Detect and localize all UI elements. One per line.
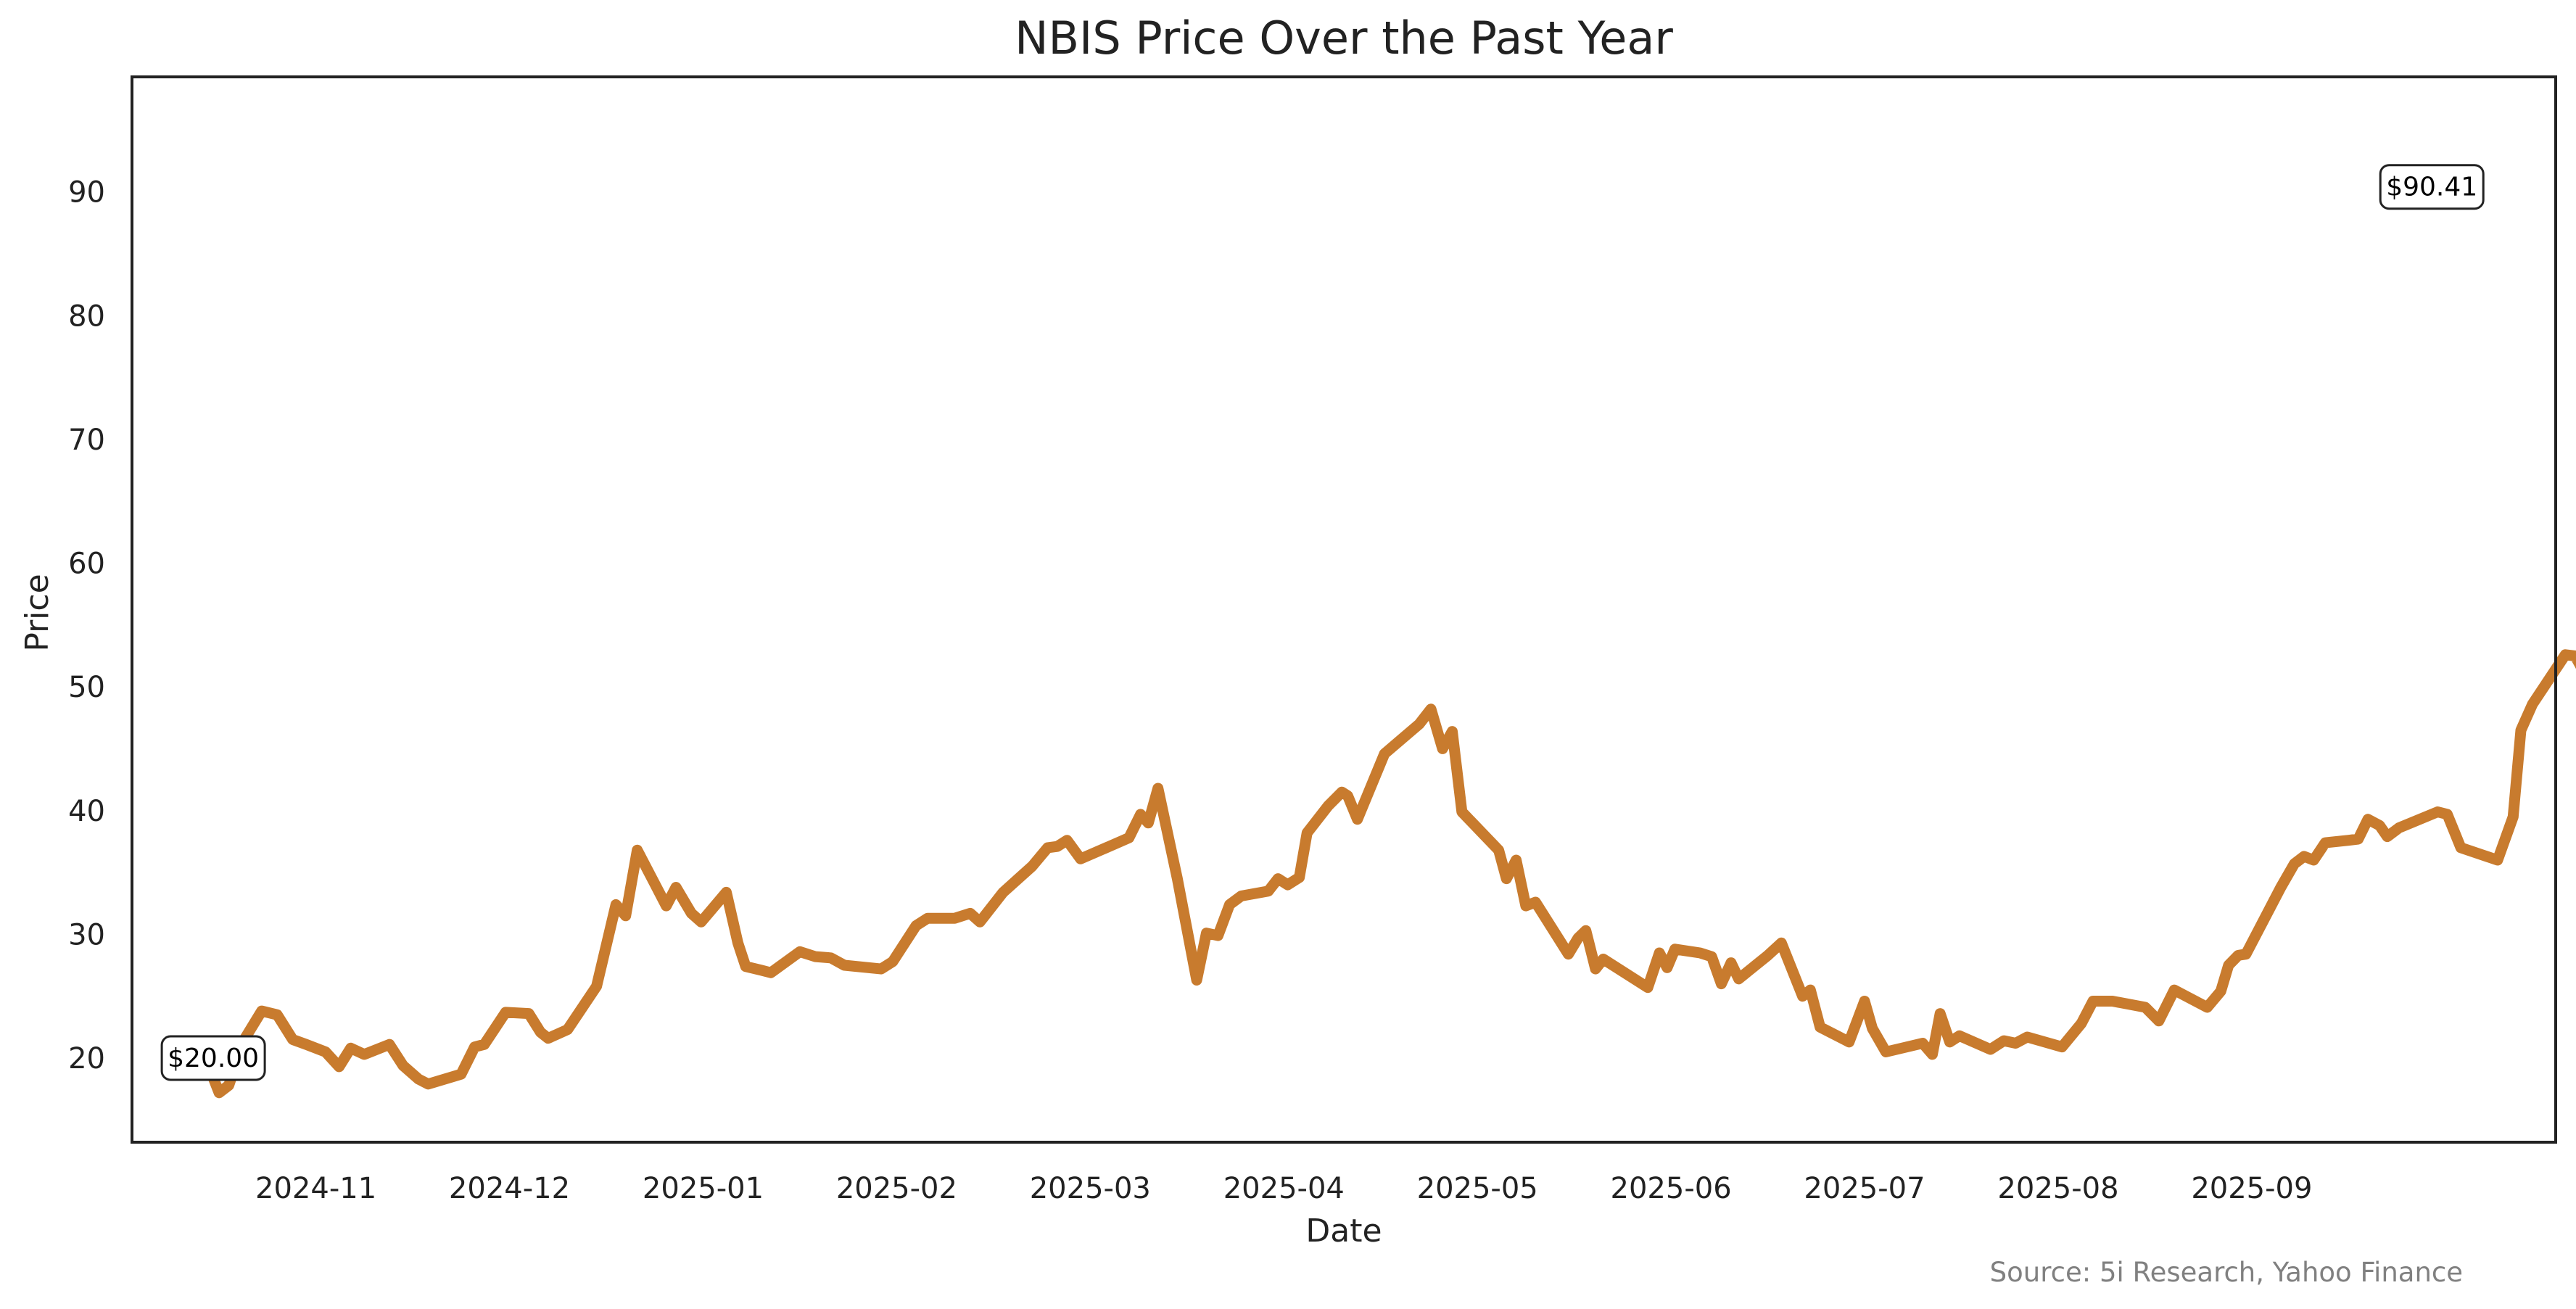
x-tick-label: 2025-07 xyxy=(1804,1172,1925,1205)
y-tick-label: 40 xyxy=(68,795,105,828)
y-tick-label: 80 xyxy=(68,300,105,333)
x-axis-label: Date xyxy=(1305,1213,1382,1250)
y-tick-label: 60 xyxy=(68,548,105,581)
annotation-label: $20.00 xyxy=(168,1044,259,1073)
price-annotation: $90.41 xyxy=(2379,164,2485,210)
source-note: Source: 5i Research, Yahoo Finance xyxy=(1990,1257,2463,1288)
y-axis-ticks: 20 30 40 50 60 70 80 90 xyxy=(68,176,105,1075)
x-tick-label: 2025-02 xyxy=(836,1172,957,1205)
y-tick-label: 50 xyxy=(68,671,105,704)
x-tick-label: 2024-12 xyxy=(449,1172,570,1205)
annotation-box xyxy=(2379,164,2485,210)
y-tick-label: 30 xyxy=(68,918,105,951)
x-tick-label: 2024-11 xyxy=(255,1172,376,1205)
x-tick-label: 2025-04 xyxy=(1223,1172,1345,1205)
x-tick-label: 2025-03 xyxy=(1030,1172,1151,1205)
annotation-label: $90.41 xyxy=(2386,173,2477,202)
y-tick-label: 70 xyxy=(68,424,105,457)
chart-title: NBIS Price Over the Past Year xyxy=(1015,12,1673,65)
price-annotation: $20.00 xyxy=(160,1035,266,1081)
x-tick-label: 2025-01 xyxy=(643,1172,764,1205)
y-tick-label: 90 xyxy=(68,176,105,210)
x-axis-ticks: 2024-11 2024-12 2025-01 2025-02 2025-03 2025-… xyxy=(255,1172,2312,1205)
price-annotations: $20.00 $90.41 xyxy=(160,164,2485,1081)
y-axis-label: Price xyxy=(19,574,56,651)
x-tick-label: 2025-09 xyxy=(2191,1172,2312,1205)
annotation-box xyxy=(160,1035,266,1081)
x-tick-label: 2025-05 xyxy=(1417,1172,1538,1205)
x-tick-label: 2025-06 xyxy=(1611,1172,1732,1205)
plot-area-frame xyxy=(131,75,2557,1144)
y-tick-label: 20 xyxy=(68,1042,105,1075)
price-series-line xyxy=(199,649,2576,1099)
x-tick-label: 2025-08 xyxy=(1997,1172,2118,1205)
